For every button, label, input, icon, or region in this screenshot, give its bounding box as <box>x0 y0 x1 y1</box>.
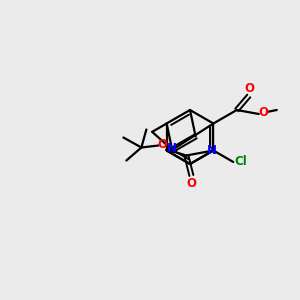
Text: O: O <box>259 106 269 119</box>
Text: O: O <box>245 82 255 95</box>
Text: O: O <box>186 177 197 190</box>
Text: N: N <box>167 142 177 155</box>
Text: O: O <box>158 138 167 151</box>
Text: Cl: Cl <box>234 155 247 169</box>
Text: N: N <box>206 144 216 157</box>
